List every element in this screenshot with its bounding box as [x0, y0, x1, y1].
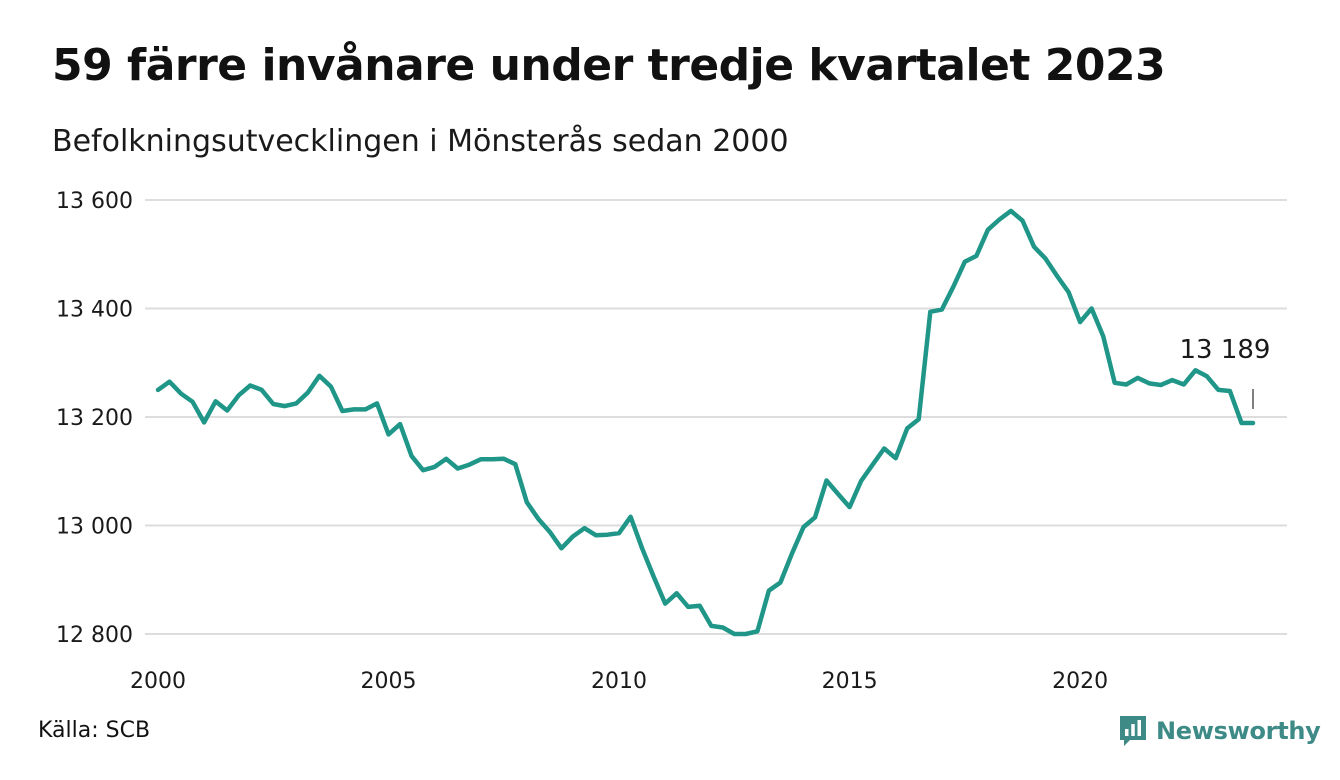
- x-tick-label: 2020: [1052, 669, 1108, 694]
- x-tick-label: 2000: [130, 669, 186, 694]
- y-tick-label: 12 800: [56, 623, 133, 648]
- end-value-label: 13 189: [1180, 335, 1271, 365]
- y-tick-label: 13 000: [56, 515, 133, 540]
- y-tick-label: 13 400: [56, 298, 133, 323]
- y-tick-label: 13 600: [56, 189, 133, 214]
- y-axis-ticks: 12 800 13 000 13 200 13 400 13 600: [56, 189, 133, 648]
- brand-name: Newsworthy: [1156, 717, 1321, 745]
- brand-logo: Newsworthy: [1118, 714, 1321, 748]
- population-line: [155, 208, 1256, 637]
- x-tick-label: 2015: [822, 669, 878, 694]
- x-axis-ticks: 2000 2005 2010 2015 2020: [130, 669, 1108, 694]
- x-tick-label: 2010: [591, 669, 647, 694]
- chart-title: 59 färre invånare under tredje kvartalet…: [52, 40, 1166, 91]
- x-tick-label: 2005: [361, 669, 417, 694]
- gridlines: [145, 199, 1287, 635]
- bar-chart-speech-bubble-icon: [1120, 716, 1146, 746]
- chart-subtitle: Befolkningsutvecklingen i Mönsterås seda…: [52, 124, 789, 159]
- source-note: Källa: SCB: [38, 718, 151, 743]
- y-tick-label: 13 200: [56, 406, 133, 431]
